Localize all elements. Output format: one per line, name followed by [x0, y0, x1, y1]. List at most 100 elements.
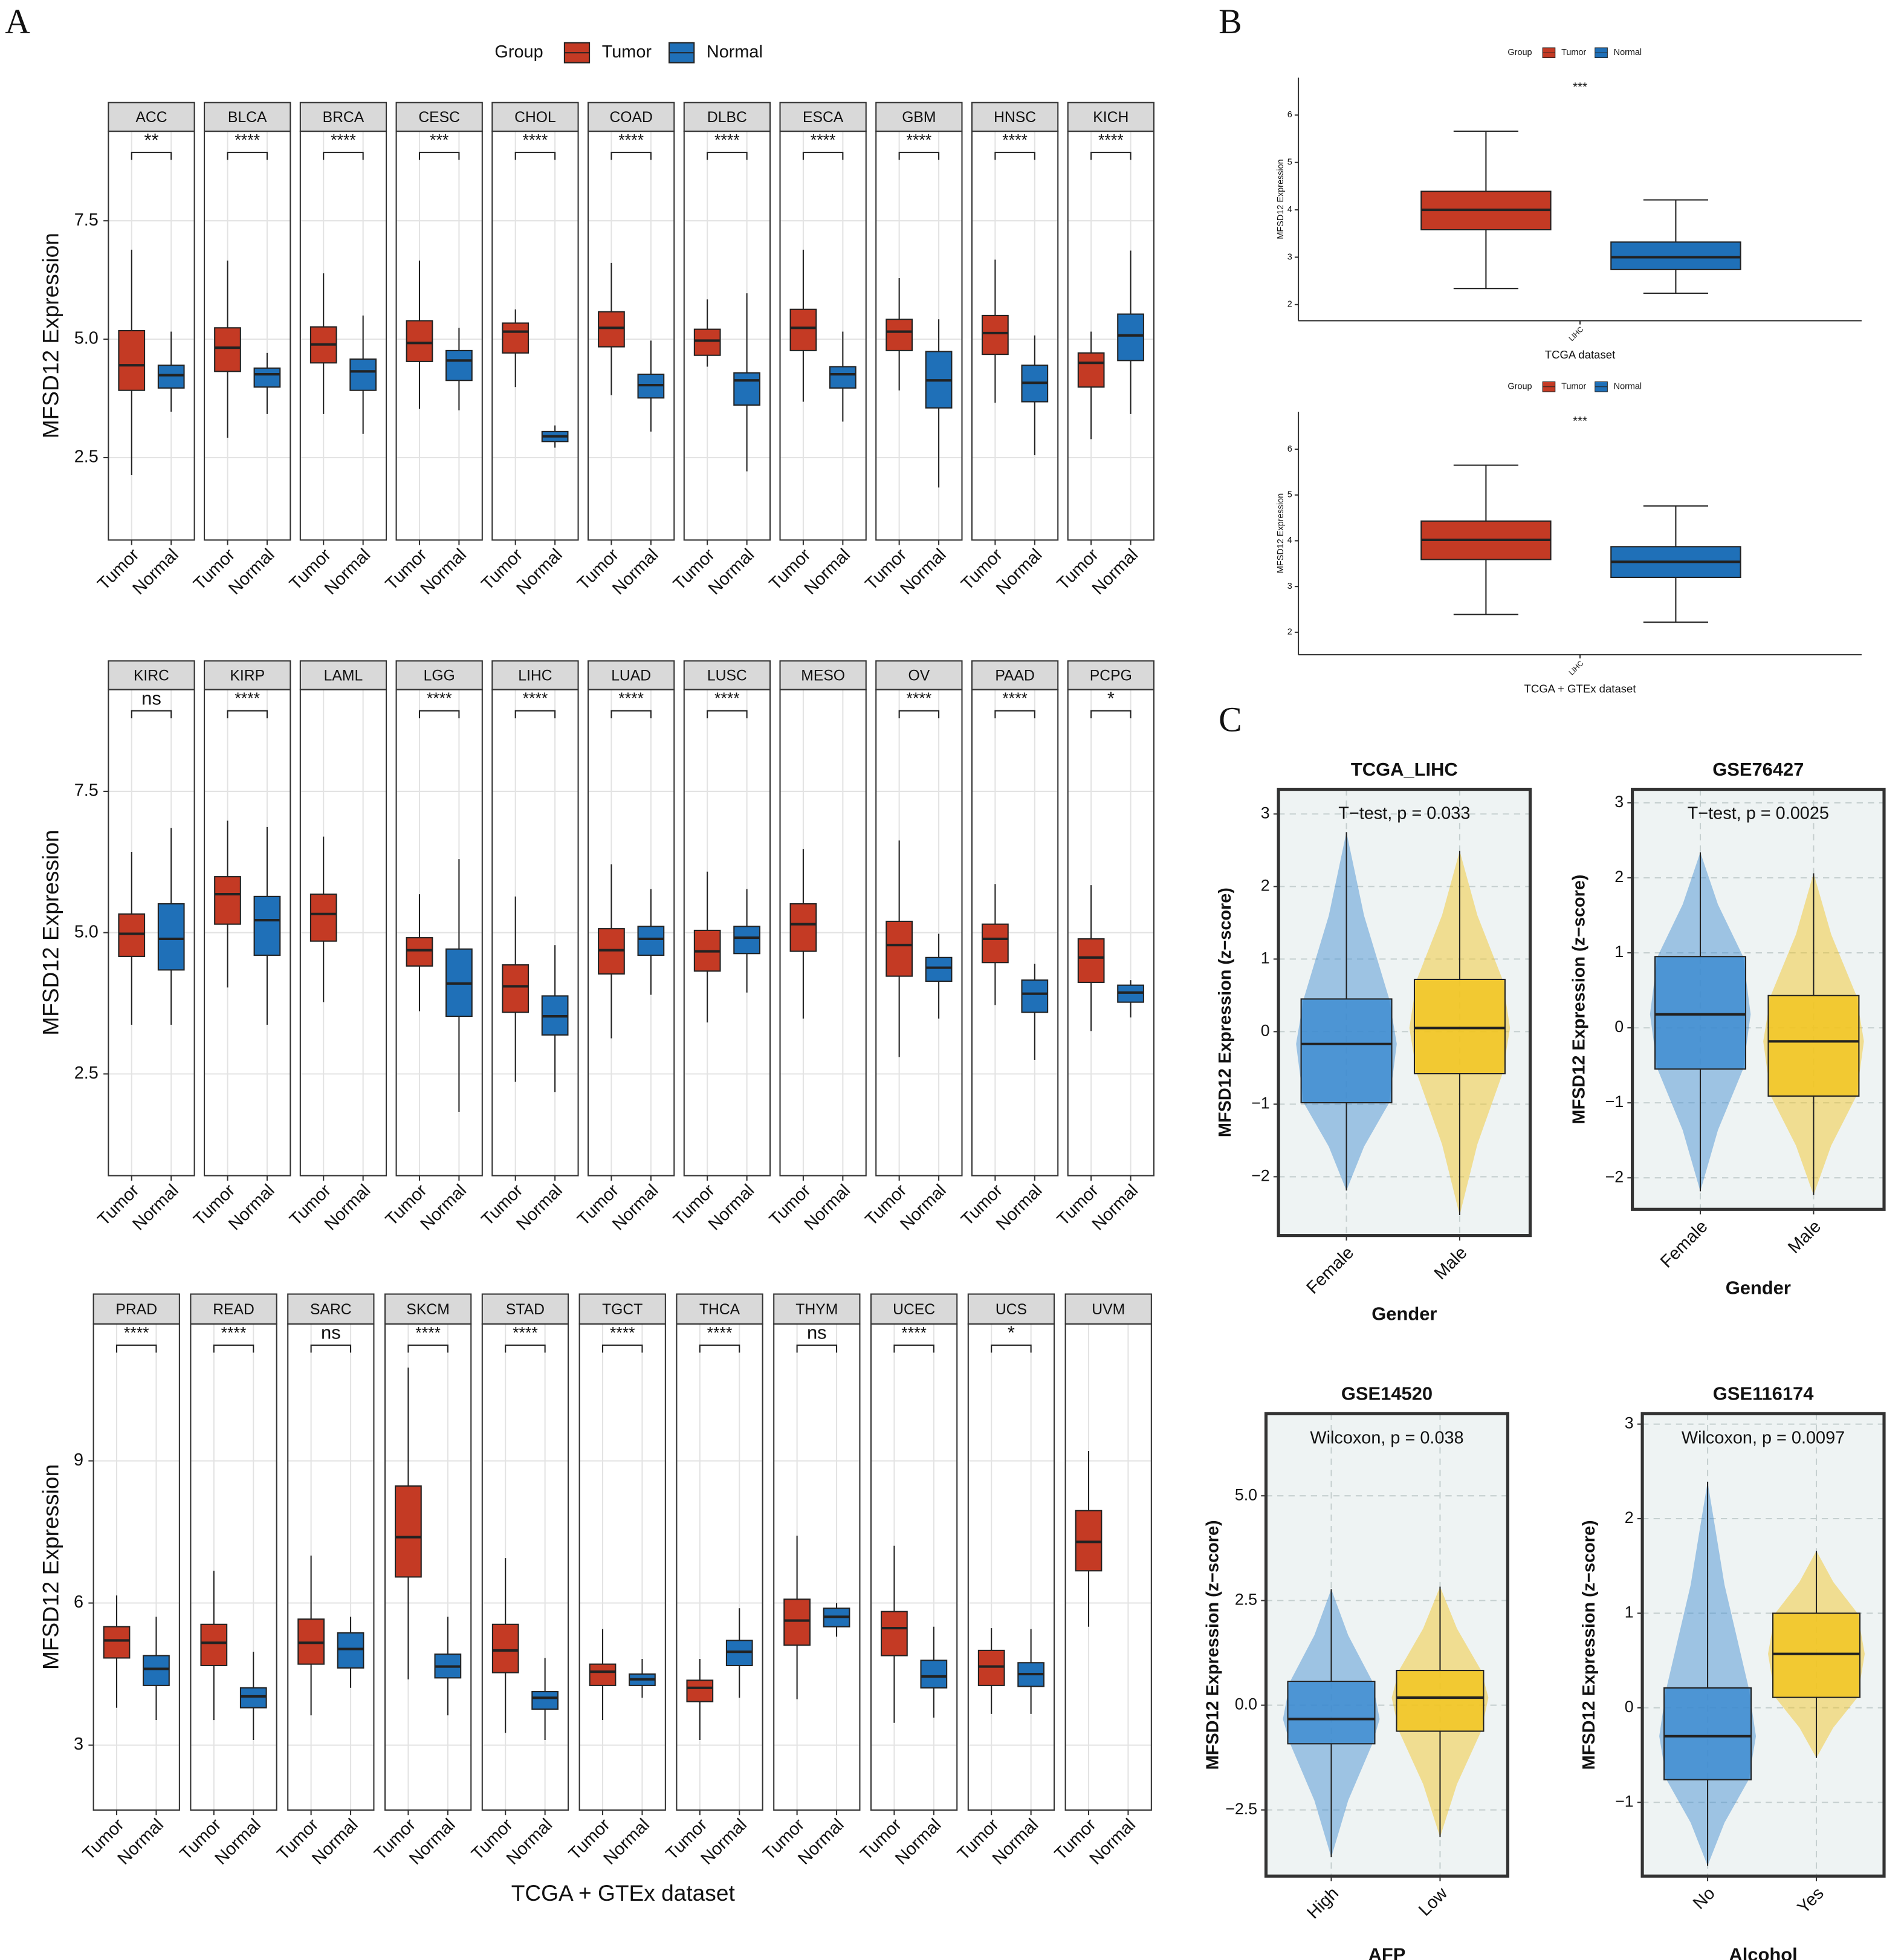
signif-bracket [893, 1344, 934, 1353]
signif-bracket [418, 152, 460, 160]
panel-border [395, 689, 483, 1176]
y-axis-title: MFSD12 Expression (z−score) [1579, 1520, 1599, 1770]
x-tick-label: LIHC [1567, 325, 1585, 343]
signif-label: **** [235, 689, 260, 707]
panel-border [287, 1323, 375, 1811]
y-tick-label: 0 [1261, 1021, 1270, 1039]
strip [683, 660, 771, 690]
box [1396, 1670, 1485, 1732]
signif-label: *** [430, 131, 448, 149]
box [214, 876, 241, 925]
y-tick-label: 2 [1625, 1508, 1634, 1527]
strip [676, 1293, 763, 1325]
box [157, 365, 185, 389]
box [982, 314, 1009, 355]
y-tick-label: 1 [1625, 1603, 1634, 1621]
box [1663, 1687, 1752, 1780]
y-tick-label: 0 [1625, 1698, 1634, 1716]
signif-label: **** [523, 689, 548, 707]
signif-label: **** [415, 1324, 441, 1342]
y-axis-title: MFSD12 Expression [1276, 493, 1286, 573]
strip-label: CHOL [514, 109, 556, 126]
box [1021, 979, 1049, 1013]
y-tick-label: 3 [1261, 803, 1270, 822]
y-tick-label: 5.0 [74, 922, 99, 941]
signif-label: **** [707, 1324, 733, 1342]
strip-label: LUSC [707, 668, 747, 684]
legend-title: Group [1507, 382, 1532, 392]
signif-bracket [505, 1344, 546, 1353]
signif-label: ns [141, 687, 161, 709]
y-axis-title: MFSD12 Expression [37, 830, 63, 1036]
y-tick-label: −2 [1605, 1167, 1624, 1186]
signif-bracket [1090, 710, 1132, 719]
box [693, 328, 721, 356]
y-tick-label: 7.5 [74, 210, 99, 230]
y-tick-label: 0.0 [1235, 1695, 1257, 1713]
panel-border [92, 1323, 180, 1811]
strip [971, 660, 1059, 690]
chart-title: GSE14520 [1341, 1383, 1433, 1404]
strip-label: SARC [310, 1302, 352, 1318]
y-axis-title: MFSD12 Expression (z−score) [1203, 1520, 1223, 1770]
signif-bracket [131, 152, 172, 160]
signif-bracket [802, 152, 844, 160]
box [337, 1632, 364, 1669]
panel-border [108, 131, 195, 541]
chart-title: TCGA_LIHC [1351, 759, 1458, 780]
signif-label: **** [618, 131, 644, 149]
signif-bracket [610, 710, 652, 719]
panel-border [299, 131, 387, 541]
strip-label: COAD [609, 109, 652, 126]
x-tick-label: High [1303, 1884, 1342, 1923]
box [1767, 995, 1860, 1097]
box [886, 920, 913, 977]
box [733, 372, 760, 406]
y-tick-label: 1 [1614, 943, 1624, 961]
panel-border [683, 689, 771, 1176]
x-tick-label: LIHC [1567, 659, 1585, 677]
box [491, 1623, 519, 1673]
signif-label: **** [811, 131, 836, 149]
panel-border [870, 1323, 958, 1811]
y-tick-label: −1 [1605, 1092, 1624, 1111]
annotation: Wilcoxon, p = 0.0097 [1682, 1428, 1845, 1447]
strip-label: UCEC [893, 1302, 935, 1318]
panel-border [108, 689, 195, 1176]
x-axis-title: Gender [1371, 1303, 1437, 1325]
box [829, 366, 856, 389]
legend-label: Tumor [1561, 48, 1586, 57]
y-tick-label: 6 [1287, 444, 1292, 454]
signif-label: **** [714, 689, 740, 707]
strip-label: BRCA [323, 109, 364, 126]
strip-label: OV [908, 668, 930, 684]
y-tick-label: 6 [1287, 110, 1292, 120]
y-tick-label: 2.5 [74, 1063, 99, 1083]
strip [287, 1293, 375, 1325]
box [1077, 352, 1105, 388]
box [103, 1626, 131, 1659]
y-axis-title: MFSD12 Expression (z−score) [1570, 874, 1589, 1124]
y-axis-title: MFSD12 Expression [37, 233, 63, 438]
x-tick-label: Yes [1794, 1884, 1828, 1918]
box [531, 1691, 559, 1710]
signif-bracket [994, 152, 1035, 160]
box [406, 937, 433, 967]
strip-label: LIHC [518, 668, 552, 684]
panel [288, 1323, 374, 1810]
panel-label: C [1219, 701, 1242, 739]
panel-border [875, 689, 963, 1176]
strip [108, 102, 195, 132]
strip [779, 102, 867, 132]
strip [779, 660, 867, 690]
y-tick-label: 5 [1287, 490, 1292, 500]
signif-label: **** [427, 689, 452, 707]
legend-label: Normal [707, 42, 763, 62]
strip-label: ESCA [803, 109, 844, 126]
signif-bracket [407, 1344, 448, 1353]
panel [774, 1323, 860, 1810]
y-tick-label: 2 [1287, 628, 1292, 637]
signif-bracket [418, 710, 460, 719]
signif-label: **** [523, 131, 548, 149]
